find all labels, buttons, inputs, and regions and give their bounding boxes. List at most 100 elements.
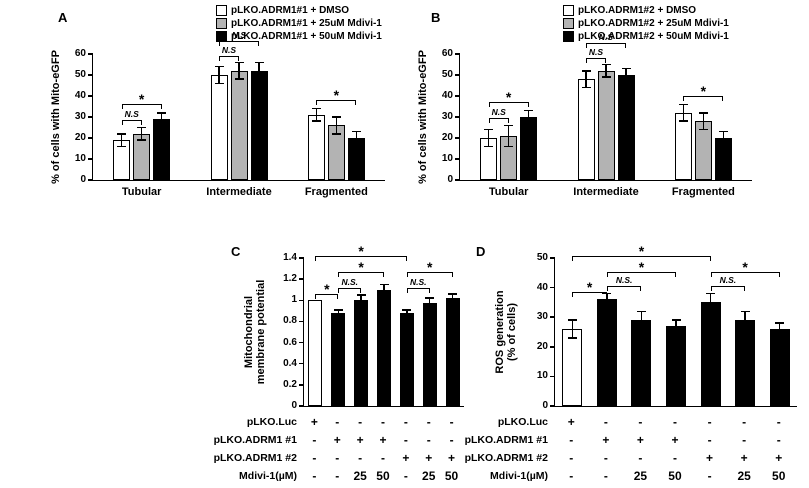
significance-bracket — [316, 100, 357, 105]
error-bar-line — [625, 68, 627, 82]
y-axis-label-line: ROS generation — [494, 290, 506, 374]
legend: pLKO.ADRM1#1 + DMSO pLKO.ADRM1#1 + 25uM M… — [216, 4, 382, 43]
y-tick-label: 20 — [74, 132, 86, 143]
y-axis-label-line: (% of cells) — [506, 302, 518, 362]
y-tick-mark — [299, 320, 304, 323]
error-bar-line — [640, 311, 643, 330]
significance-label: * — [638, 259, 645, 275]
error-bar-cap — [425, 307, 435, 310]
error-bar-cap — [379, 283, 389, 286]
legend-label: pLKO.ADRM1#1 + 25uM Mdivi-1 — [231, 18, 382, 29]
y-tick-mark — [550, 286, 555, 289]
error-bar-cap — [636, 310, 646, 313]
y-tick-label: 0.6 — [283, 336, 297, 348]
significance-label: * — [138, 91, 145, 107]
condition-cell: + — [567, 415, 575, 429]
significance-label: N.S — [598, 32, 614, 42]
significance-bracket — [121, 120, 142, 125]
condition-cell: + — [425, 451, 433, 465]
error-bar-line — [120, 133, 123, 147]
condition-row-label: Mdivi-1(µM) — [490, 470, 548, 482]
condition-cell: - — [742, 415, 747, 429]
error-bar-cap — [636, 328, 646, 330]
y-tick-label: 0 — [291, 400, 297, 411]
error-bar-cap — [117, 133, 127, 135]
condition-cell: + — [740, 451, 748, 465]
significance-label: N.S — [221, 45, 237, 55]
significance-label: N.S. — [341, 277, 358, 287]
bar — [700, 302, 721, 406]
bar — [331, 312, 346, 406]
y-axis-label: % of cells with Mito-eGFP — [50, 50, 62, 184]
error-bar-cap — [706, 292, 716, 295]
error-bar-line — [258, 62, 260, 80]
condition-cell: + — [356, 433, 364, 447]
condition-cell: - — [569, 433, 574, 447]
plot-area: 0 10 20 30 40 50 * N.S. * * N.S. * — [537, 244, 797, 411]
panel-d-chart: 0 10 20 30 40 50 * N.S. * * N.S. * ROS generation (% … — [465, 230, 804, 488]
y-tick-mark — [550, 346, 555, 348]
error-bar-cap — [331, 116, 341, 118]
bar — [230, 70, 248, 180]
plot-area: 0 10 20 30 40 50 60 Tubular Intermediate Fragment… — [75, 30, 385, 198]
error-bar-cap — [678, 103, 688, 106]
error-bar-line — [682, 104, 685, 122]
y-tick-label: 50 — [74, 69, 86, 80]
condition-cell: 25 — [737, 469, 751, 483]
condition-cell: - — [776, 415, 781, 429]
significance-bracket — [121, 104, 162, 109]
condition-cell: - — [335, 451, 340, 465]
condition-cell: - — [707, 469, 712, 483]
condition-cell: + — [706, 451, 714, 465]
legend-item: pLKO.ADRM1#2 + 25uM Mdivi-1 — [563, 17, 729, 30]
bar — [562, 329, 583, 406]
condition-cell: + — [402, 451, 410, 465]
y-axis-label-line: Mitochondrial — [243, 295, 255, 369]
bar — [399, 312, 414, 406]
condition-cell: - — [638, 415, 643, 429]
condition-cell: + — [333, 433, 341, 447]
error-bar-cap — [567, 337, 577, 339]
bar — [445, 298, 460, 406]
error-bar-line — [709, 293, 712, 312]
error-bar-cap — [254, 78, 264, 80]
y-tick-mark — [455, 74, 460, 76]
significance-bracket — [572, 292, 607, 297]
condition-cell: - — [403, 433, 408, 447]
condition-cell: - — [335, 469, 340, 483]
condition-cell: 50 — [376, 469, 390, 483]
error-bar-cap — [581, 70, 591, 72]
error-bar-line — [428, 298, 431, 309]
condition-cell: - — [403, 469, 408, 483]
legend-swatch — [216, 18, 227, 29]
error-bar-cap — [775, 322, 785, 324]
error-bar-cap — [356, 304, 366, 307]
error-bar-cap — [333, 309, 343, 311]
significance-bracket — [710, 286, 746, 291]
error-bar-cap — [379, 294, 389, 296]
condition-cell: - — [603, 469, 608, 483]
plot-area: 0 0.2 0.4 0.6 0.8 1 1.2 1.4 * N.S. * * N.S. * — [283, 244, 464, 411]
error-bar-line — [605, 64, 607, 78]
y-tick-mark — [455, 179, 460, 181]
legend-label: pLKO.ADRM1#2 + 25uM Mdivi-1 — [578, 18, 729, 29]
error-bar-cap — [351, 130, 361, 133]
y-tick-label: 60 — [441, 48, 453, 59]
condition-cell: - — [707, 433, 712, 447]
legend-swatch — [563, 5, 574, 16]
error-bar-cap — [214, 82, 224, 85]
y-axis-label: ROS generation (% of cells) — [494, 290, 518, 373]
error-bar-cap — [524, 122, 534, 125]
bar — [153, 119, 171, 180]
significance-label: N.S — [124, 109, 139, 119]
x-category-label: Tubular — [121, 186, 162, 198]
bar — [354, 300, 369, 406]
condition-cell: - — [380, 415, 385, 429]
y-axis-label: Mitochondrial membrane potential — [243, 280, 267, 385]
bar — [577, 79, 595, 180]
error-bar-line — [406, 309, 408, 317]
bar — [735, 320, 756, 406]
condition-cell: - — [403, 415, 408, 429]
bar — [769, 329, 790, 406]
legend-swatch — [216, 5, 227, 16]
